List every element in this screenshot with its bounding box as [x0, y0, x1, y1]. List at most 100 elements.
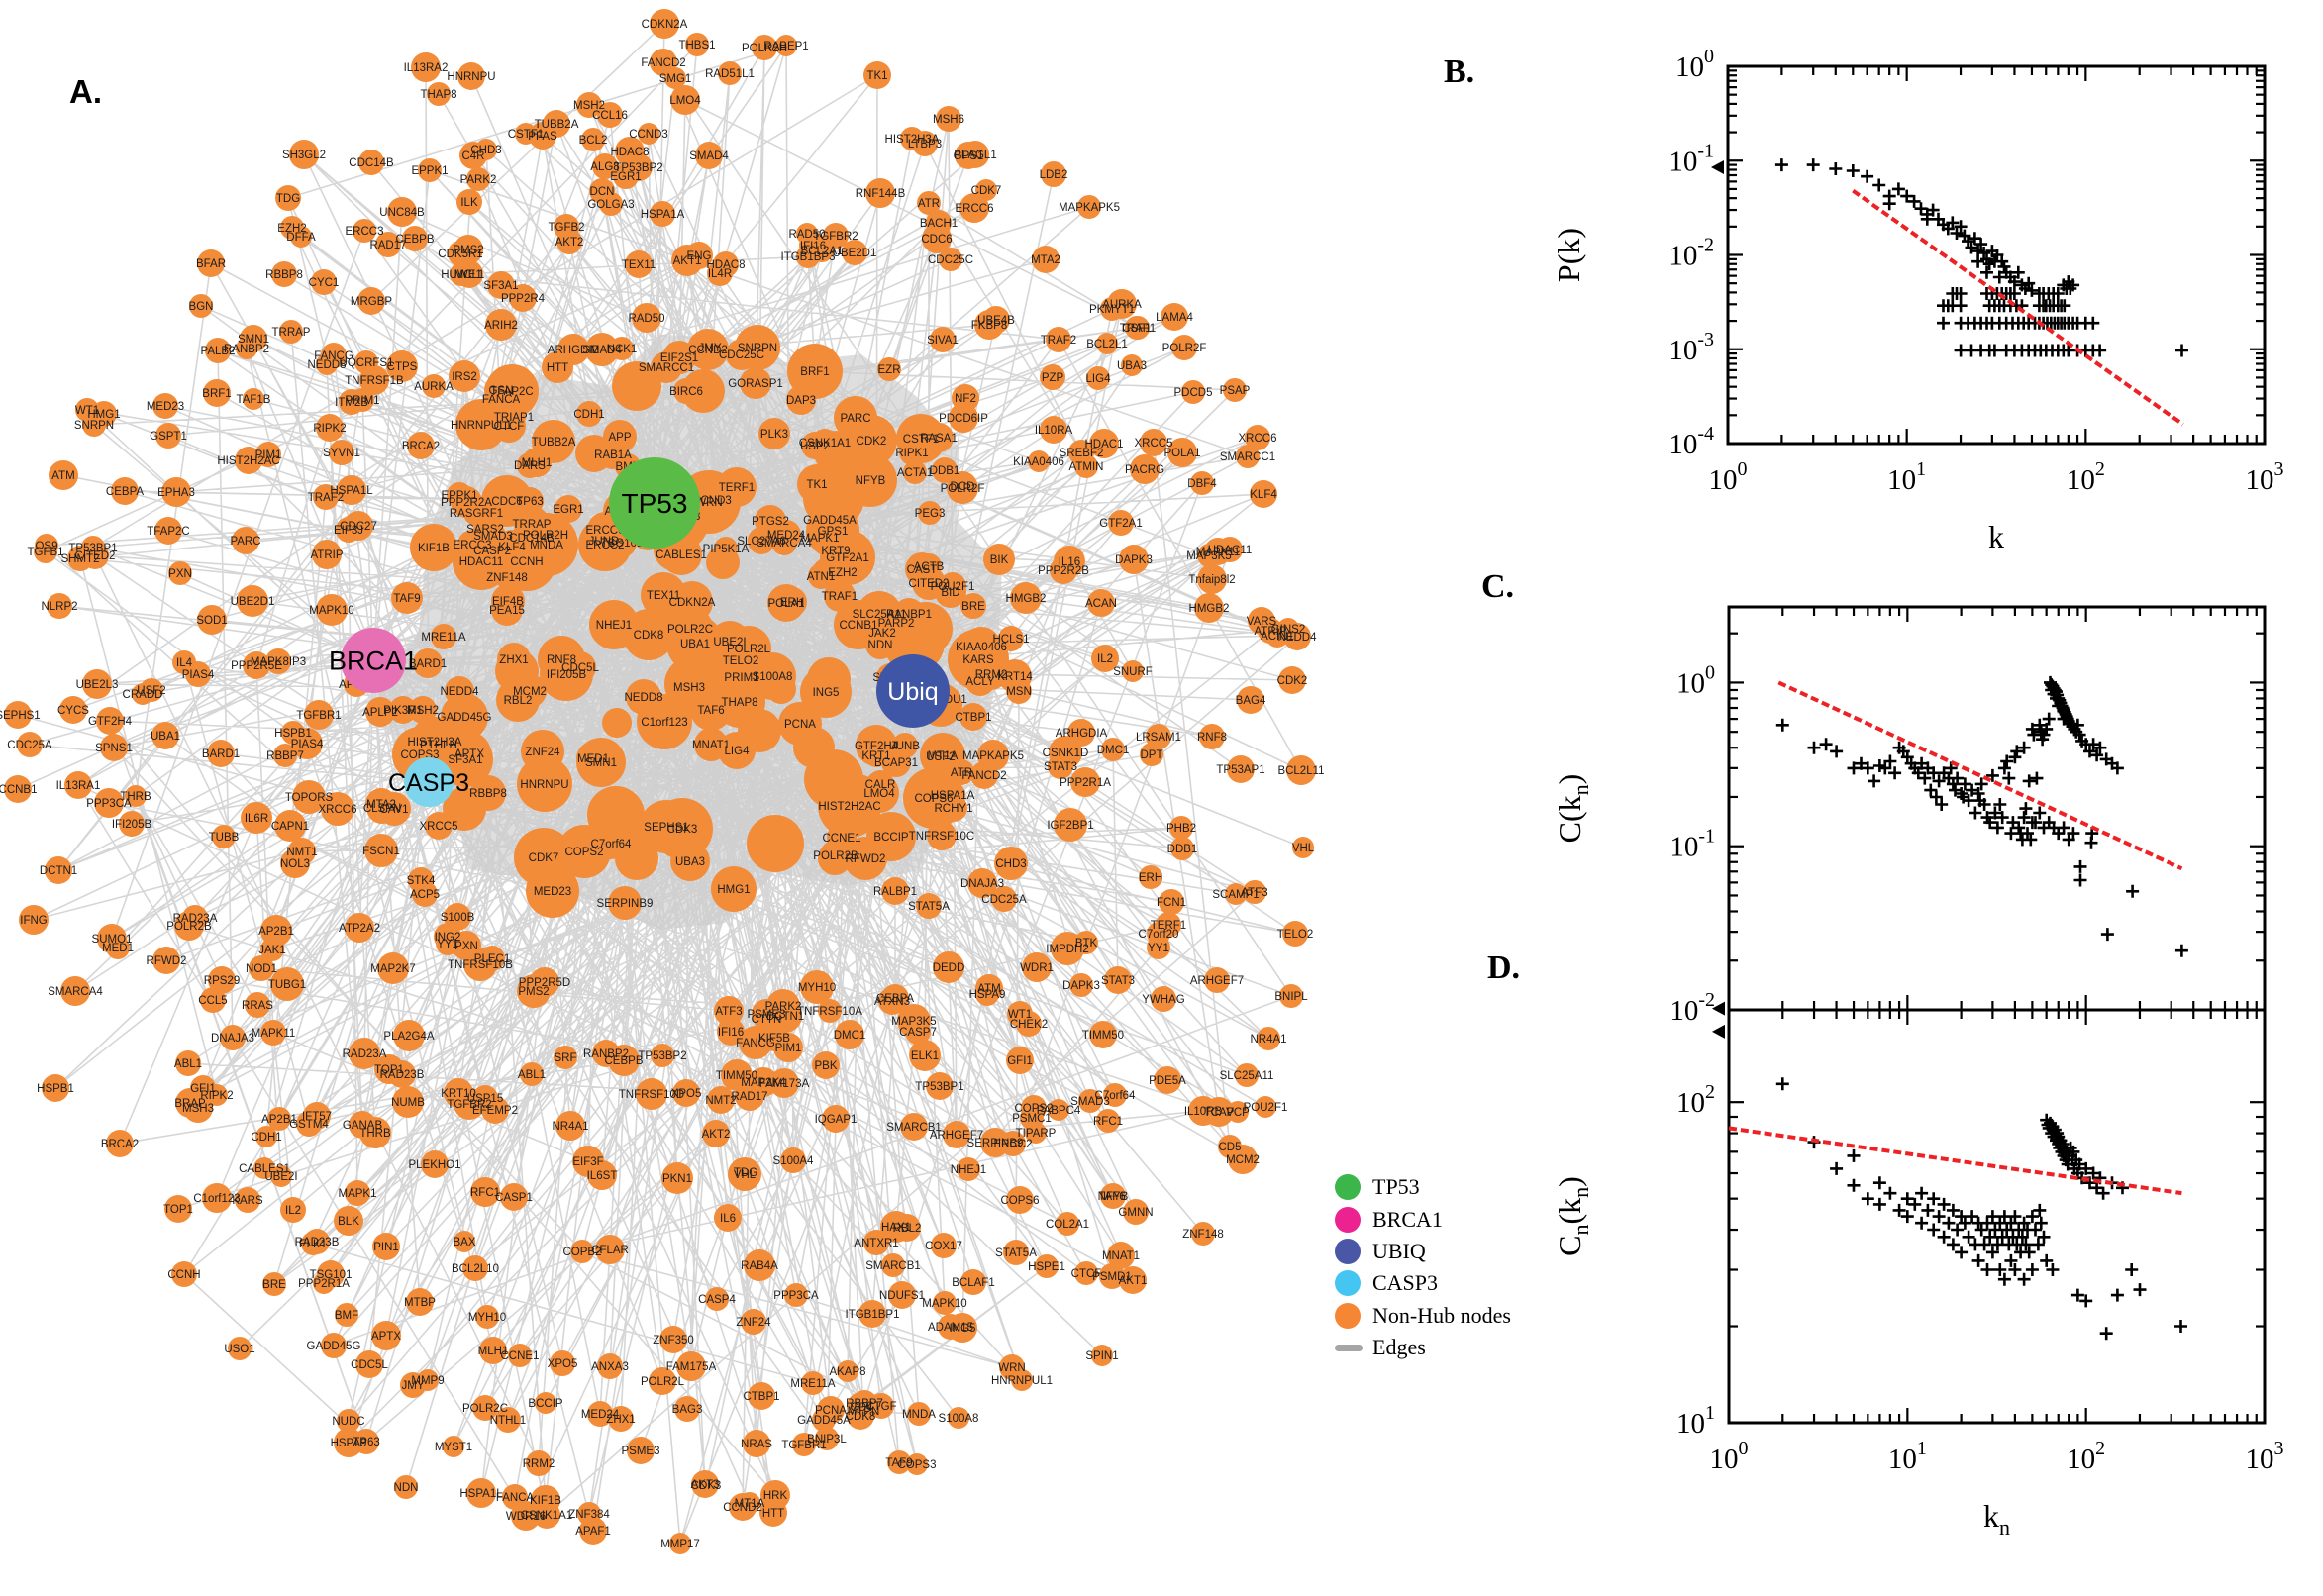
gene-node-label: AP2B1	[261, 1114, 297, 1126]
gene-node-label: CFLAR	[591, 1245, 629, 1256]
gene-node	[991, 886, 1017, 912]
gene-node-label: GOLGA3	[587, 199, 634, 211]
gene-node-label: EIF2S1	[660, 352, 698, 364]
legend-label: UBIQ	[1372, 1238, 1426, 1263]
gene-node-label: LAMA4	[1156, 312, 1193, 324]
gene-node	[918, 501, 942, 525]
gene-node	[1190, 471, 1214, 495]
gene-node-label: CDC6	[491, 496, 522, 508]
gene-node	[491, 584, 525, 618]
gene-node-label: HSPE1	[1028, 1261, 1065, 1273]
gene-node-label: RAD23A	[343, 1048, 387, 1060]
gene-node	[983, 544, 1015, 575]
gene-node-label: BAG3	[672, 1404, 703, 1416]
gene-node	[916, 553, 942, 579]
gene-node-label: LMO4	[863, 788, 895, 800]
gene-node-label: CSNK1A1	[799, 438, 851, 449]
gene-node-label: PLK3	[760, 429, 788, 441]
gene-node	[1070, 767, 1100, 797]
gene-node-label: CSNK1D	[1043, 748, 1089, 759]
gene-node-label: BRE	[262, 1279, 286, 1291]
gene-node-label: POLR2L	[641, 1376, 685, 1388]
gene-node-label: ITM2B	[335, 397, 368, 409]
gene-node-label: RABEP1	[763, 41, 808, 52]
gene-node	[1051, 932, 1084, 965]
gene-node-label: CCNE1	[501, 1350, 540, 1362]
gene-node	[358, 150, 384, 175]
gene-node	[638, 123, 659, 145]
gene-node	[479, 1337, 507, 1364]
gene-node-label: CRADD	[123, 689, 163, 701]
gene-node-label: CCNB1	[0, 784, 37, 796]
gene-node-label: POLR2H	[742, 43, 787, 54]
network-nodes	[4, 9, 1316, 1554]
gene-node	[570, 1240, 594, 1263]
gene-node	[279, 320, 303, 344]
gene-node	[1010, 582, 1042, 614]
gene-node-label: PPP2R5E	[231, 660, 282, 672]
gene-node-label: CCND2	[723, 1502, 762, 1514]
gene-node-label: SOD1	[196, 615, 227, 627]
gene-node	[858, 1300, 886, 1328]
gene-node-label: NR4A1	[1250, 1034, 1286, 1046]
gene-node	[1003, 1240, 1029, 1265]
gene-node-label: RBBP8	[265, 269, 303, 281]
gene-node-label: MSH3	[673, 682, 705, 694]
network-panel: C1orf123 HDAC11 PARC MT1A SEPHS1 TEX11 SLC25A1…	[0, 9, 1325, 1554]
gene-node-label: HNRNPU	[447, 71, 495, 83]
gene-node-label: HMGB2	[1189, 603, 1230, 615]
gene-node-label: IL6	[720, 1213, 736, 1225]
data-points	[1774, 158, 2188, 357]
gene-node-label: FCN1	[1157, 897, 1186, 909]
gene-node-label: ZNF148	[486, 572, 528, 584]
network-node-labels: C1orf123 HDAC11 PARC MT1A SEPHS1 TEX11 SLC25A1…	[0, 19, 1325, 1550]
gene-node-label: STAT5A	[995, 1247, 1037, 1259]
gene-node-label: TP53AP1	[1216, 764, 1264, 776]
gene-node-label: UBE2D1	[833, 248, 877, 259]
gene-node-label: RBBP7	[266, 750, 304, 762]
gene-node	[313, 484, 339, 510]
gene-node-label: HSPA1A	[931, 790, 975, 802]
gene-node	[777, 587, 807, 617]
gene-node	[245, 992, 270, 1018]
gene-node-label: ACP5	[410, 889, 440, 901]
gene-node-label: XRCC6	[319, 804, 357, 816]
gene-node-label: SUMO1	[92, 934, 133, 946]
gene-node-label: TOP1	[374, 1064, 404, 1076]
gene-node-label: SNURF	[1113, 666, 1153, 678]
gene-node	[402, 226, 428, 251]
gene-node-label: APAF1	[575, 1526, 611, 1538]
gene-node-label: PARK2	[460, 174, 497, 186]
gene-node	[1140, 429, 1167, 456]
edge-line-icon	[1335, 1344, 1363, 1351]
gene-node-label: ACIN1	[1261, 631, 1294, 643]
gene-node-label: SMARCA4	[48, 986, 103, 998]
gene-node	[863, 1230, 889, 1255]
gene-node-label: RRAS	[242, 1000, 273, 1012]
gene-node-label: THAP8	[721, 697, 758, 709]
gene-node-label: IL6ST	[587, 1170, 618, 1182]
gene-node	[197, 249, 225, 277]
gene-node	[948, 471, 977, 501]
gene-node	[502, 1484, 528, 1510]
gene-node-label: EIF3F	[572, 1156, 603, 1168]
gene-node-label: RFC1	[470, 1187, 500, 1199]
gene-node	[152, 393, 178, 419]
gene-node-label: CHD3	[470, 145, 501, 156]
gene-node-label: CCNH	[167, 1269, 200, 1281]
gene-node-label: BTK	[1075, 938, 1098, 949]
gene-node	[673, 378, 699, 404]
gene-node-label: SMARCC1	[1220, 451, 1275, 463]
gene-node	[354, 350, 378, 374]
gene-node	[980, 1128, 1010, 1157]
gene-node	[454, 235, 483, 264]
gene-node	[1159, 889, 1184, 915]
gene-node-label: S100B	[441, 912, 475, 924]
gene-node	[182, 905, 208, 931]
gene-node	[450, 262, 473, 286]
gene-node	[592, 1040, 620, 1067]
gene-node	[888, 1281, 916, 1309]
gene-node-label: BNIP3L	[807, 1434, 847, 1446]
gene-node-label: RFWD2	[846, 853, 886, 865]
gene-node-label: HAX1	[881, 1222, 911, 1234]
